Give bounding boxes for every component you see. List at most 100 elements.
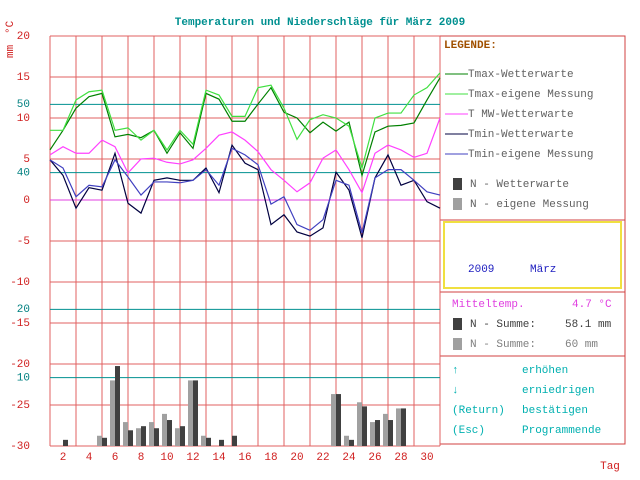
x-tick-label: 18 <box>264 452 277 464</box>
line <box>50 72 441 171</box>
x-tick-label: 12 <box>186 452 199 464</box>
x-tick-label: 8 <box>138 452 145 464</box>
bar <box>128 430 133 446</box>
legend-label: Tmin-eigene Messung <box>468 149 593 161</box>
key-action: erhöhen <box>522 365 568 377</box>
legend-title: LEGENDE: <box>444 40 497 52</box>
x-axis-label: Tag <box>600 461 620 473</box>
bar <box>357 402 362 446</box>
bar <box>388 420 393 446</box>
bar <box>141 426 146 446</box>
bar <box>201 435 206 446</box>
x-tick-label: 26 <box>368 452 381 464</box>
bar <box>154 428 159 446</box>
bar <box>149 422 154 446</box>
legend-label: N - eigene Messung <box>470 199 589 211</box>
key-action: bestätigen <box>522 405 588 417</box>
y2-tick-label: 10 <box>17 373 30 385</box>
legend-swatch <box>453 178 462 190</box>
line <box>49 117 441 195</box>
bar <box>97 435 102 446</box>
y-tick-label: -5 <box>17 236 30 248</box>
bar <box>193 380 198 446</box>
legend-label: Tmax-eigene Messung <box>468 89 593 101</box>
bar <box>110 380 115 446</box>
bar <box>136 428 141 446</box>
y-tick-label: -30 <box>10 441 30 453</box>
bar <box>63 439 68 446</box>
bar <box>232 435 237 446</box>
y-tick-label: -15 <box>10 318 30 330</box>
x-tick-label: 2 <box>60 452 67 464</box>
y-tick-label: 20 <box>17 31 30 43</box>
x-tick-label: 10 <box>160 452 173 464</box>
x-tick-label: 14 <box>212 452 226 464</box>
sum-icon <box>453 338 462 350</box>
y2-axis-label: mm <box>5 44 17 58</box>
bar <box>206 437 211 446</box>
x-tick-label: 16 <box>238 452 251 464</box>
x-tick-label: 20 <box>290 452 303 464</box>
key-name: (Return) <box>452 405 505 417</box>
bar <box>401 408 406 446</box>
y-tick-label: 10 <box>17 113 30 125</box>
sum-label: N - Summe: <box>470 339 536 351</box>
line <box>49 147 441 233</box>
date-box <box>443 221 622 289</box>
key-action: Programmende <box>522 425 601 437</box>
mean-label: Mitteltemp. <box>452 299 525 311</box>
bar <box>396 408 401 446</box>
bar <box>115 366 120 446</box>
chart-title: Temperaturen und Niederschläge für März … <box>175 17 465 29</box>
y2-tick-label: 20 <box>17 304 30 316</box>
sum-value: 60 mm <box>565 339 598 351</box>
bar <box>362 406 367 446</box>
y-tick-label: -10 <box>10 277 30 289</box>
panel-year: 2009 <box>468 264 494 276</box>
y-tick-label: 0 <box>23 195 30 207</box>
bar <box>180 426 185 446</box>
x-tick-label: 4 <box>86 452 93 464</box>
y2-tick-label: 40 <box>17 168 30 180</box>
sum-label: N - Summe: <box>470 319 536 331</box>
x-tick-label: 22 <box>316 452 329 464</box>
bar <box>162 413 167 446</box>
y-axis-label: °C <box>5 20 17 34</box>
mean-value: 4.7 °C <box>572 299 612 311</box>
bar <box>375 420 380 446</box>
bar <box>383 413 388 446</box>
x-tick-label: 28 <box>394 452 407 464</box>
legend-label: Tmin-Wetterwarte <box>468 129 574 141</box>
panel-month: März <box>530 264 556 276</box>
bar <box>102 437 107 446</box>
key-action: erniedrigen <box>522 385 595 397</box>
y-tick-label: -25 <box>10 400 30 412</box>
bar <box>123 422 128 446</box>
y-tick-label: 5 <box>23 154 30 166</box>
bar <box>167 420 172 446</box>
bar <box>188 380 193 446</box>
bar <box>344 435 349 446</box>
x-tick-label: 24 <box>342 452 356 464</box>
key-name: (Esc) <box>452 425 485 437</box>
y-tick-label: -20 <box>10 359 30 371</box>
legend-label: N - Wetterwarte <box>470 179 569 191</box>
legend-label: T MW-Wetterwarte <box>468 109 574 121</box>
sum-value: 58.1 mm <box>565 319 612 331</box>
bar <box>219 439 224 446</box>
bar <box>175 428 180 446</box>
legend-label: Tmax-Wetterwarte <box>468 69 574 81</box>
key-name: ↓ <box>452 385 459 397</box>
sum-icon <box>453 318 462 330</box>
key-name: ↑ <box>452 365 459 377</box>
bar <box>349 439 354 446</box>
x-tick-label: 6 <box>112 452 119 464</box>
y2-tick-label: 50 <box>17 99 30 111</box>
bar <box>370 422 375 446</box>
line <box>49 77 441 178</box>
y-tick-label: 15 <box>17 72 30 84</box>
x-tick-label: 30 <box>420 452 433 464</box>
legend-swatch <box>453 198 462 210</box>
bar <box>336 394 341 446</box>
